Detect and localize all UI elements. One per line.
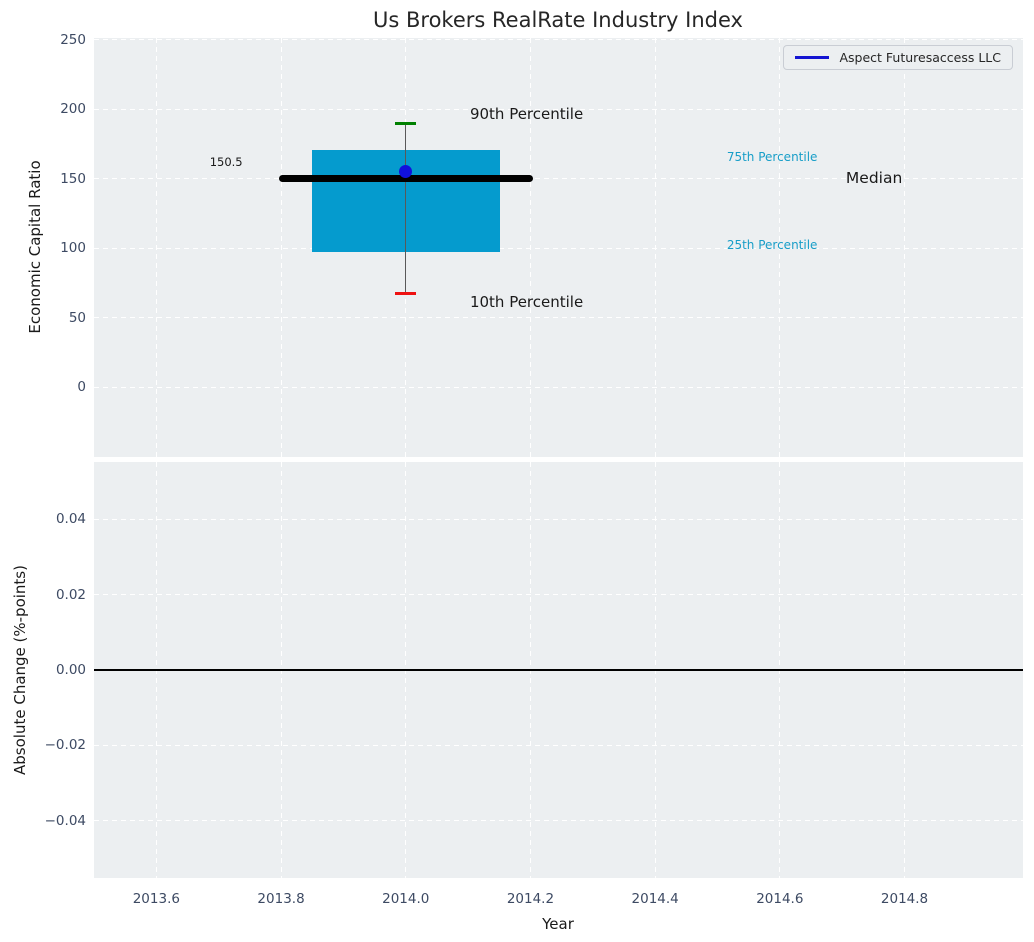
chart-title: Us Brokers RealRate Industry Index bbox=[373, 8, 743, 32]
figure: Us Brokers RealRate Industry Index 150.5… bbox=[0, 0, 1034, 942]
y-tick-label-top: 250 bbox=[60, 32, 86, 48]
y-axis-label-top: Economic Capital Ratio bbox=[26, 160, 44, 333]
gridline-y bbox=[94, 39, 1023, 40]
gridline-y bbox=[94, 248, 1023, 249]
annotation-90th-percentile: 90th Percentile bbox=[470, 105, 583, 123]
legend: Aspect Futuresaccess LLC bbox=[783, 45, 1013, 70]
annotation-75th-percentile: 75th Percentile bbox=[727, 150, 818, 164]
x-tick-label: 2014.4 bbox=[632, 891, 679, 907]
x-tick-label: 2014.6 bbox=[756, 891, 803, 907]
bottom-axes-absolute-change bbox=[94, 462, 1023, 878]
y-tick-label-bottom: 0.00 bbox=[56, 662, 86, 678]
y-tick-label-bottom: −0.02 bbox=[45, 737, 86, 753]
legend-label: Aspect Futuresaccess LLC bbox=[839, 50, 1001, 65]
x-tick-label: 2014.2 bbox=[507, 891, 554, 907]
legend-line-sample bbox=[795, 56, 829, 59]
annotation-median: Median bbox=[846, 169, 902, 187]
gridline-y bbox=[94, 317, 1023, 318]
y-tick-label-bottom: −0.04 bbox=[45, 813, 86, 829]
x-tick-label: 2014.8 bbox=[881, 891, 928, 907]
gridline-y bbox=[94, 387, 1023, 388]
x-axis-label: Year bbox=[542, 915, 574, 933]
x-tick-label: 2014.0 bbox=[382, 891, 429, 907]
y-tick-label-top: 0 bbox=[77, 379, 86, 395]
y-tick-label-top: 50 bbox=[69, 310, 86, 326]
gridline-y bbox=[94, 519, 1023, 520]
x-tick-label: 2013.6 bbox=[133, 891, 180, 907]
annotation-150-5: 150.5 bbox=[210, 155, 243, 169]
y-tick-label-top: 200 bbox=[60, 101, 86, 117]
y-tick-label-bottom: 0.02 bbox=[56, 587, 86, 603]
y-axis-label-bottom: Absolute Change (%-points) bbox=[11, 565, 29, 775]
annotation-25th-percentile: 25th Percentile bbox=[727, 238, 818, 252]
gridline-y bbox=[94, 820, 1023, 821]
gridline-y bbox=[94, 745, 1023, 746]
y-tick-label-top: 100 bbox=[60, 240, 86, 256]
top-axes-economic-capital-ratio: 150.5 90th Percentile 75th Percentile Media… bbox=[94, 38, 1023, 457]
x-tick-label: 2013.8 bbox=[257, 891, 304, 907]
zero-line bbox=[94, 669, 1023, 671]
whisker-cap-10th bbox=[395, 292, 416, 295]
gridline-y bbox=[94, 594, 1023, 595]
y-tick-label-top: 150 bbox=[60, 171, 86, 187]
whisker-line bbox=[405, 123, 406, 293]
whisker-cap-90th bbox=[395, 122, 416, 125]
y-tick-label-bottom: 0.04 bbox=[56, 511, 86, 527]
annotation-10th-percentile: 10th Percentile bbox=[470, 293, 583, 311]
